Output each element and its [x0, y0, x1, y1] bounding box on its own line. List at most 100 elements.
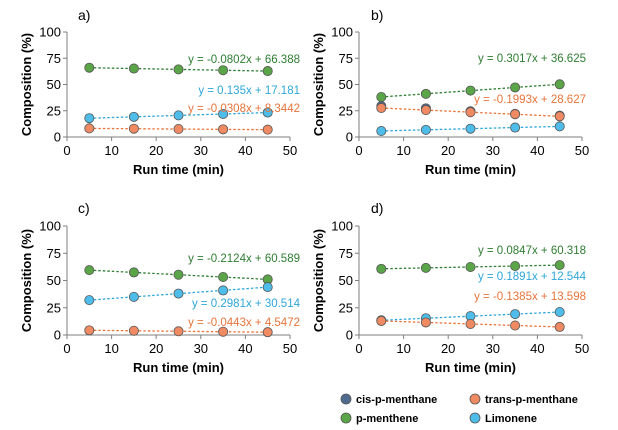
trendline-equation: y = -0.0308x + 8.3442 — [188, 103, 300, 115]
point-p-menthene — [173, 64, 184, 75]
point-p-menthene — [510, 261, 521, 272]
legend-label: p-menthene — [356, 413, 418, 425]
point-trans-p-menthane — [465, 107, 476, 118]
trendline-trans-p-menthane — [381, 107, 560, 118]
point-trans-p-menthane — [218, 124, 229, 135]
x-tick-label: 50 — [283, 341, 297, 356]
x-tick-label: 30 — [194, 341, 208, 356]
x-tick-label: 50 — [575, 341, 589, 356]
point-p-menthene — [84, 265, 95, 276]
y-tick-label: 50 — [47, 273, 61, 288]
point-Limonene — [510, 309, 521, 320]
trendline-trans-p-menthane — [381, 320, 560, 328]
trendline-Limonene — [89, 286, 268, 301]
y-tick-label: 0 — [54, 130, 61, 145]
chart-panel-1: a) 0 25 50 75 100 0 10 20 30 40 50 Run time (min) Com… — [19, 7, 300, 177]
x-axis-title: Run time (min) — [425, 162, 516, 177]
trendline-p-menthene — [381, 83, 560, 98]
point-trans-p-menthane — [84, 325, 95, 336]
point-Limonene — [376, 126, 387, 137]
point-trans-p-menthane — [128, 325, 139, 336]
y-tick-label: 75 — [339, 246, 353, 261]
trendline-equation: y = -0.2124x + 60.589 — [188, 253, 300, 265]
point-Limonene — [420, 124, 431, 135]
point-p-menthene — [218, 65, 229, 76]
trendline-p-menthene — [89, 269, 268, 281]
y-tick-label: 100 — [39, 25, 61, 40]
x-tick-label: 10 — [396, 341, 410, 356]
x-axis-title: Run time (min) — [133, 162, 224, 177]
trendline-Limonene — [89, 111, 268, 119]
point-p-menthene — [554, 260, 565, 271]
point-Limonene — [554, 121, 565, 132]
point-Limonene — [84, 113, 95, 124]
legend-marker-cis-p-menthane — [340, 393, 352, 405]
point-Limonene — [510, 122, 521, 133]
point-trans-p-menthane — [376, 103, 387, 114]
trendline-trans-p-menthane — [89, 127, 268, 131]
point-trans-p-menthane — [218, 326, 229, 337]
point-p-menthene — [465, 261, 476, 272]
point-trans-p-menthane — [173, 326, 184, 337]
x-tick-label: 40 — [238, 341, 252, 356]
point-trans-p-menthane — [510, 320, 521, 331]
x-tick-label: 40 — [530, 341, 544, 356]
point-Limonene — [173, 288, 184, 299]
point-p-menthene — [376, 91, 387, 102]
y-tick-label: 100 — [331, 219, 353, 234]
point-trans-p-menthane — [84, 123, 95, 134]
point-p-menthene — [262, 66, 273, 77]
point-trans-p-menthane — [465, 318, 476, 329]
y-axis-title: Composition (%) — [19, 229, 34, 332]
panel-label: b) — [371, 7, 383, 23]
legend: cis-p-menthane trans-p-menthane p-menthene… — [340, 393, 578, 425]
panel-label: c) — [78, 200, 90, 216]
x-tick-label: 20 — [441, 143, 455, 158]
x-tick-label: 20 — [149, 143, 163, 158]
x-tick-label: 50 — [575, 143, 589, 158]
y-tick-label: 25 — [339, 103, 353, 118]
y-tick-label: 25 — [339, 300, 353, 315]
point-Limonene — [128, 111, 139, 122]
point-p-menthene — [376, 263, 387, 274]
legend-marker-p-menthene — [340, 412, 352, 424]
x-tick-label: 10 — [104, 143, 118, 158]
trendline-equation: y = -0.0802x + 66.388 — [188, 54, 300, 66]
y-tick-label: 0 — [346, 328, 353, 343]
y-tick-label: 100 — [331, 25, 353, 40]
point-trans-p-menthane — [262, 327, 273, 338]
y-tick-label: 75 — [47, 246, 61, 261]
panel-label: a) — [78, 7, 90, 23]
trendline-equation: y = -0.1993x + 28.627 — [474, 94, 586, 106]
y-tick-label: 75 — [339, 51, 353, 66]
point-Limonene — [84, 295, 95, 306]
legend-label: trans-p-menthane — [485, 394, 578, 406]
y-tick-label: 0 — [346, 130, 353, 145]
x-tick-label: 0 — [63, 341, 70, 356]
point-p-menthene — [420, 262, 431, 273]
x-axis-title: Run time (min) — [133, 360, 224, 375]
y-tick-label: 0 — [54, 328, 61, 343]
panel-label: d) — [371, 200, 383, 216]
y-tick-label: 25 — [47, 300, 61, 315]
point-trans-p-menthane — [262, 124, 273, 135]
x-tick-label: 20 — [441, 341, 455, 356]
x-tick-label: 0 — [355, 341, 362, 356]
x-tick-label: 40 — [530, 143, 544, 158]
point-trans-p-menthane — [128, 123, 139, 134]
point-Limonene — [465, 123, 476, 134]
x-tick-label: 30 — [194, 143, 208, 158]
trendline-p-menthene — [381, 264, 560, 270]
point-trans-p-menthane — [420, 317, 431, 328]
legend-marker-trans-p-menthane — [469, 393, 481, 405]
y-tick-label: 50 — [339, 77, 353, 92]
point-trans-p-menthane — [173, 124, 184, 135]
x-tick-label: 20 — [149, 341, 163, 356]
point-p-menthene — [510, 82, 521, 93]
x-tick-label: 0 — [63, 143, 70, 158]
point-p-menthene — [554, 79, 565, 90]
y-tick-label: 75 — [47, 51, 61, 66]
y-axis-title: Composition (%) — [311, 229, 326, 332]
point-Limonene — [262, 107, 273, 118]
